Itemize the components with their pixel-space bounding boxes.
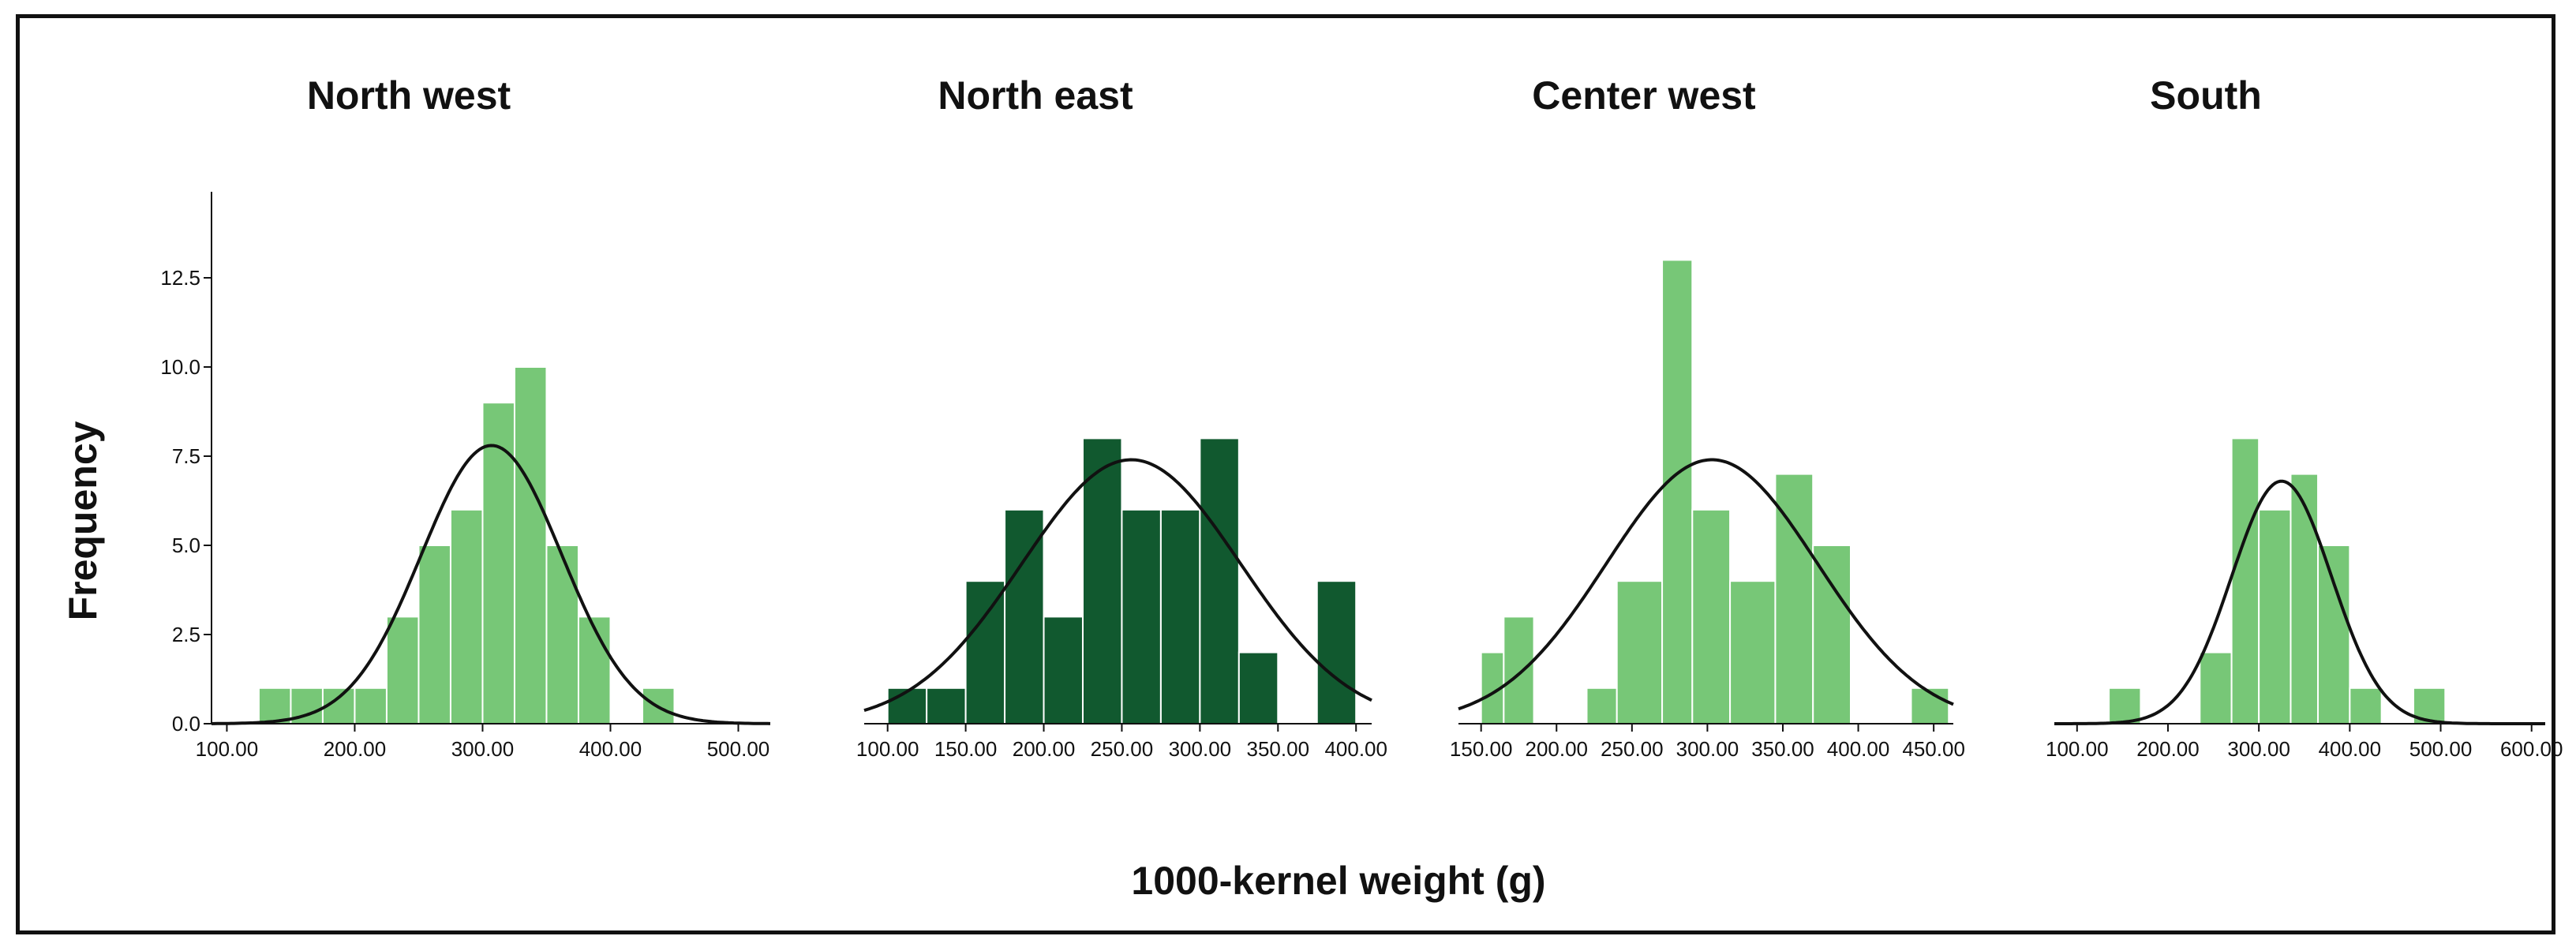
- x-tick-label: 200.00: [1013, 737, 1076, 761]
- x-tick-label: 400.00: [579, 737, 642, 761]
- x-tick-label: 500.00: [707, 737, 770, 761]
- x-tick-label: 500.00: [2409, 737, 2473, 761]
- histogram-bar: [1081, 437, 1123, 725]
- histogram-bar: [385, 616, 420, 725]
- x-tick-label: 200.00: [2136, 737, 2200, 761]
- histogram-bar: [1661, 259, 1694, 724]
- x-tick-label: 400.00: [1827, 737, 1890, 761]
- x-tick-label: 600.00: [2500, 737, 2563, 761]
- histogram-bar: [1043, 616, 1084, 725]
- y-axis: 0.0 2.5 5.0 7.5 10.0 12.5: [160, 192, 212, 736]
- histogram-bar: [1121, 508, 1162, 724]
- x-tick-label: 300.00: [1169, 737, 1232, 761]
- histogram-bar: [2349, 687, 2383, 724]
- histogram-bar: [577, 616, 612, 725]
- x-tick-label: 250.00: [1091, 737, 1154, 761]
- histogram-bar: [2290, 473, 2320, 724]
- histogram-bar: [354, 687, 388, 724]
- panel-north-east: North east 100.00 150.00 200.00 250.00 300.00…: [856, 73, 1387, 761]
- histogram-bar: [1237, 651, 1279, 724]
- histogram-bar: [926, 687, 967, 724]
- figure-frame: [16, 14, 2555, 934]
- histogram-bar: [481, 402, 515, 724]
- y-tick-label: 0.0: [172, 712, 200, 736]
- y-tick-label: 7.5: [172, 444, 200, 468]
- x-tick-label: 450.00: [1902, 737, 1965, 761]
- histogram-bar: [417, 545, 451, 724]
- histogram-bar: [1812, 545, 1852, 724]
- x-tick-label: 250.00: [1601, 737, 1664, 761]
- histogram-bar: [1159, 508, 1201, 724]
- histogram-bar: [1199, 437, 1240, 725]
- normal-curve: [863, 458, 1372, 713]
- histogram-bar: [2258, 508, 2292, 724]
- histogram-bar: [2108, 687, 2142, 724]
- y-tick-label: 12.5: [160, 266, 200, 290]
- x-tick-label: 350.00: [1751, 737, 1814, 761]
- histogram-bar: [2199, 651, 2233, 724]
- normal-curve: [1458, 458, 1954, 711]
- x-tick-label: 100.00: [856, 737, 919, 761]
- histogram-bar: [1616, 580, 1664, 725]
- histogram-panels: North west 100.00 200.00 300.00 400.00 500.00…: [196, 73, 2563, 761]
- x-axis-title: 1000-kernel weight (g): [1131, 859, 1545, 903]
- normal-curve: [212, 444, 771, 725]
- histogram-bar: [1729, 580, 1777, 725]
- histogram-bar: [545, 545, 579, 724]
- histogram-bar: [886, 687, 928, 724]
- x-tick-label: 400.00: [1324, 737, 1387, 761]
- x-tick-label: 300.00: [451, 737, 515, 761]
- histogram-bar: [2230, 437, 2260, 725]
- histogram-bar: [2317, 545, 2351, 724]
- x-tick-label: 100.00: [2046, 737, 2109, 761]
- x-tick-label: 200.00: [324, 737, 387, 761]
- y-axis-title: Frequency: [61, 421, 105, 620]
- x-tick-label: 150.00: [1450, 737, 1513, 761]
- panel-title: North east: [938, 73, 1133, 118]
- x-tick-label: 300.00: [2227, 737, 2290, 761]
- x-tick-label: 100.00: [196, 737, 259, 761]
- x-tick-label: 300.00: [1676, 737, 1739, 761]
- panel-title: Center west: [1532, 73, 1756, 118]
- histogram-bar: [1316, 580, 1357, 725]
- y-tick-label: 5.0: [172, 534, 200, 557]
- x-tick-label: 350.00: [1247, 737, 1310, 761]
- histogram-bar: [1586, 687, 1618, 724]
- y-tick-label: 2.5: [172, 623, 200, 646]
- histogram-bar: [1503, 616, 1535, 725]
- histogram-bar: [1004, 508, 1045, 724]
- panel-center-west: Center west 150.00 200.00 250.00 300.00 350.0…: [1450, 73, 1965, 761]
- x-tick-label: 150.00: [934, 737, 998, 761]
- x-tick-label: 400.00: [2319, 737, 2382, 761]
- panel-south: South 100.00 200.00 300.00 400.00 500.00 600.0…: [2046, 73, 2563, 761]
- histogram-bar: [1691, 508, 1732, 724]
- panel-north-west: North west 100.00 200.00 300.00 400.00 500.00: [196, 73, 771, 761]
- histogram-bar: [449, 508, 484, 724]
- panel-title: North west: [307, 73, 511, 118]
- x-tick-label: 200.00: [1525, 737, 1588, 761]
- histogram-bar: [513, 366, 548, 724]
- histogram-bar: [964, 580, 1006, 725]
- y-tick-label: 10.0: [160, 355, 200, 379]
- panel-title: South: [2150, 73, 2262, 118]
- normal-curve: [2054, 479, 2545, 725]
